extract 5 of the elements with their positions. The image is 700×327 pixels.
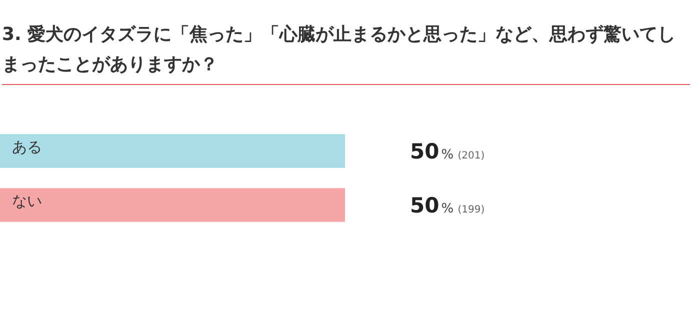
y-tick-label: ある [12, 138, 42, 156]
data-label: 50% (201) [410, 139, 485, 164]
data-label: 50% (199) [410, 193, 485, 218]
chart-title: 3. 愛犬のイタズラに「焦った」「心臓が止まるかと思った」など、思わず驚いてしまったことがありますか？ [2, 20, 690, 85]
y-tick-label: ない [12, 192, 42, 210]
